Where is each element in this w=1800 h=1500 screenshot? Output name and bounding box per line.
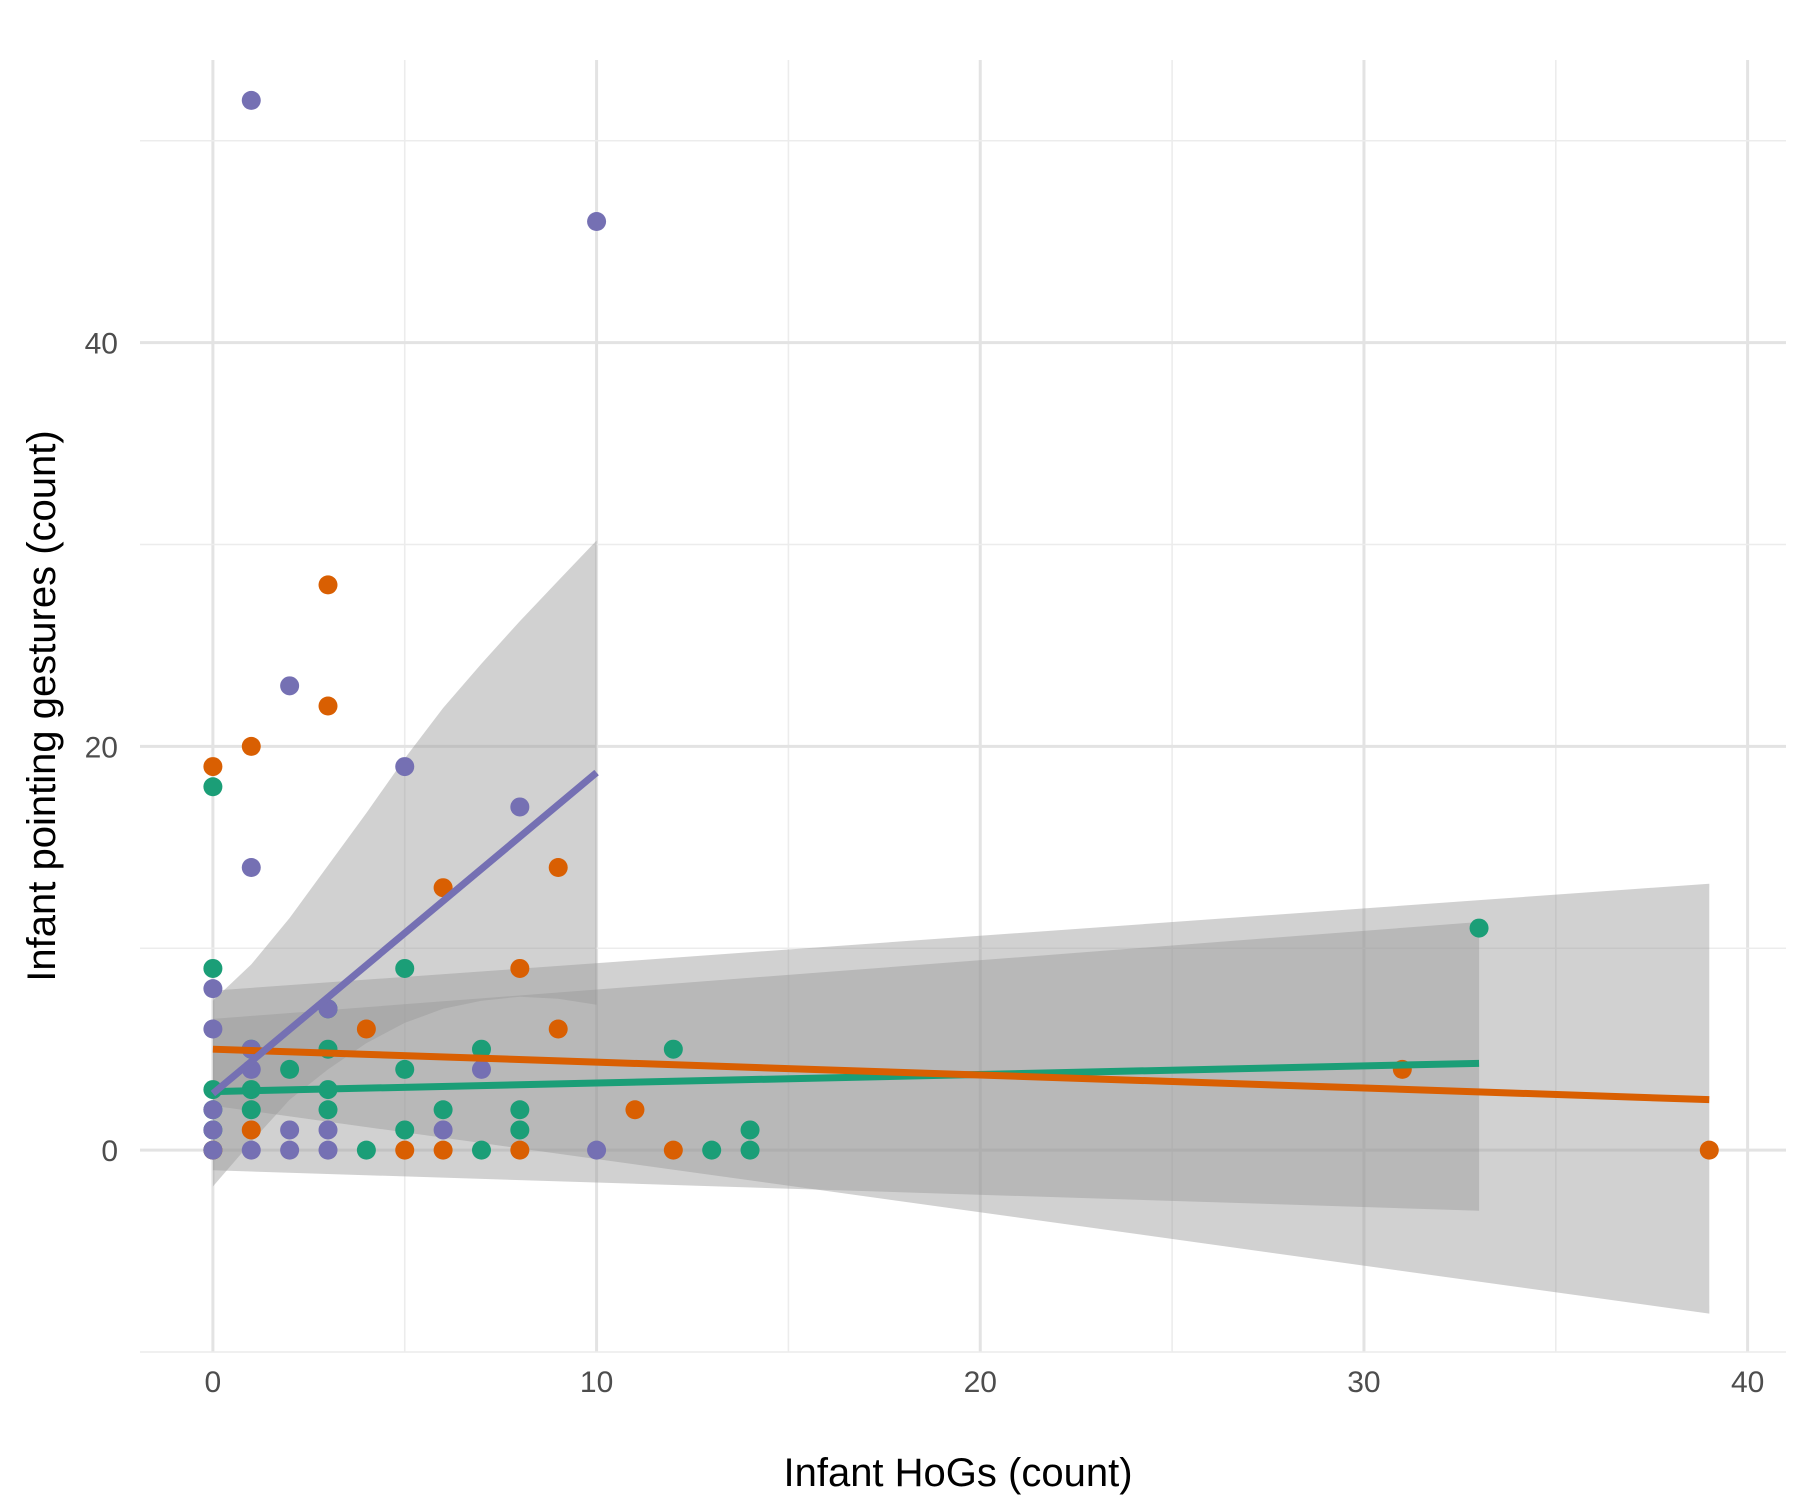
data-point (280, 1140, 300, 1160)
confidence-band (212, 922, 1480, 1211)
data-point (663, 1039, 683, 1059)
data-point (203, 1120, 223, 1140)
data-point (318, 696, 338, 716)
data-point (510, 1100, 530, 1120)
data-point (433, 878, 453, 898)
data-point (702, 1140, 722, 1160)
y-axis-title: Infant pointing gestures (count) (20, 430, 64, 981)
data-point (510, 1140, 530, 1160)
data-point (203, 1140, 223, 1160)
data-point (395, 757, 415, 777)
data-points (203, 90, 1719, 1160)
data-point (395, 1059, 415, 1079)
grid-lines (140, 60, 1786, 1353)
data-point (740, 1140, 760, 1160)
confidence-band (212, 883, 1710, 1314)
data-point (663, 1140, 683, 1160)
y-tick-label: 40 (85, 328, 118, 361)
data-point (203, 1100, 223, 1120)
fit-lines (210, 769, 1710, 1104)
data-point (433, 1100, 453, 1120)
data-point (280, 1059, 300, 1079)
data-point (548, 858, 568, 877)
data-point (280, 1120, 300, 1140)
y-tick-label: 0 (101, 1135, 118, 1168)
data-point (318, 1120, 338, 1140)
fit-line (212, 1059, 1480, 1096)
data-point (280, 676, 300, 696)
y-tick-labels: 0 20 40 (85, 328, 118, 1169)
data-point (241, 1140, 261, 1160)
data-point (587, 212, 607, 231)
x-axis-title: Infant HoGs (count) (783, 1451, 1132, 1495)
data-point (356, 1019, 376, 1039)
data-point (318, 575, 338, 595)
data-point (433, 1140, 453, 1160)
data-point (548, 1019, 568, 1039)
data-point (587, 1140, 607, 1160)
confidence-bands (212, 540, 1710, 1314)
x-tick-labels: 0 10 20 30 40 (205, 1366, 1765, 1399)
data-point (471, 1140, 491, 1160)
data-point (203, 979, 223, 999)
data-point (510, 958, 530, 978)
data-point (241, 858, 261, 877)
data-point (203, 1019, 223, 1039)
x-tick-label: 0 (205, 1366, 222, 1399)
data-point (395, 1140, 415, 1160)
data-point (510, 1120, 530, 1140)
y-tick-label: 20 (85, 731, 118, 764)
data-point (241, 736, 261, 756)
data-point (318, 1140, 338, 1160)
data-point (433, 1120, 453, 1140)
data-point (510, 797, 530, 817)
fit-line (210, 769, 599, 1097)
data-point (241, 90, 261, 110)
data-point (203, 757, 223, 777)
data-point (1699, 1140, 1719, 1160)
data-point (241, 1100, 261, 1120)
data-point (395, 1120, 415, 1140)
data-point (356, 1140, 376, 1160)
data-point (1469, 918, 1489, 938)
data-point (471, 1059, 491, 1079)
data-point (203, 958, 223, 978)
confidence-band (212, 540, 597, 1187)
data-point (395, 958, 415, 978)
x-tick-label: 10 (580, 1366, 613, 1399)
data-point (241, 1120, 261, 1140)
x-tick-label: 30 (1347, 1366, 1380, 1399)
data-point (471, 1039, 491, 1059)
data-point (740, 1120, 760, 1140)
data-point (203, 777, 223, 797)
data-point (318, 1100, 338, 1120)
x-tick-label: 20 (964, 1366, 997, 1399)
fit-line (212, 1045, 1710, 1104)
x-tick-label: 40 (1731, 1366, 1764, 1399)
data-point (625, 1100, 645, 1120)
